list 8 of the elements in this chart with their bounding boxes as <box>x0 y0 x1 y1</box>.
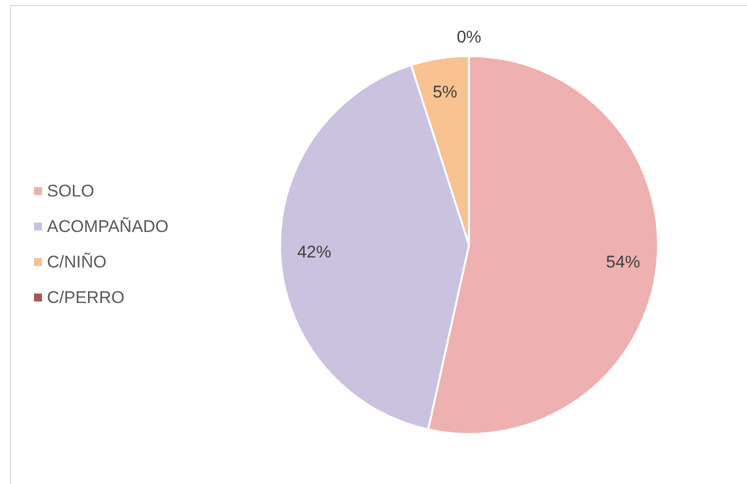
legend-label: ACOMPAÑADO <box>47 217 169 236</box>
legend-label: SOLO <box>47 182 94 200</box>
data-label: 54% <box>606 252 640 272</box>
legend-label: C/PERRO <box>47 288 124 307</box>
legend-label: C/NIÑO <box>47 252 106 272</box>
data-label: 42% <box>297 242 332 262</box>
text: 0% <box>456 28 482 46</box>
data-label: 5% <box>432 82 458 102</box>
